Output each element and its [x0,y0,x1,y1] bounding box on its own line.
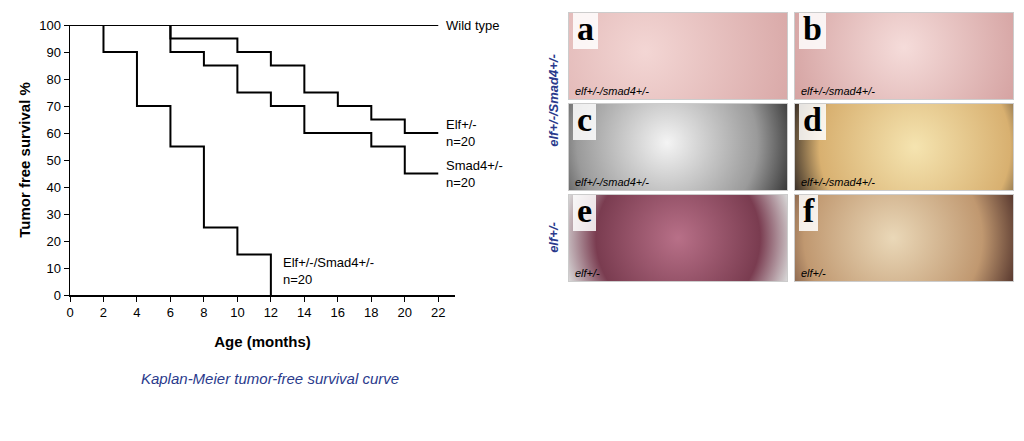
svg-text:Wild type: Wild type [446,18,499,33]
svg-text:2: 2 [100,305,107,320]
svg-text:Smad4+/-n=20: Smad4+/-n=20 [446,158,503,190]
svg-text:16: 16 [331,305,345,320]
svg-text:12: 12 [264,305,278,320]
svg-text:14: 14 [297,305,311,320]
svg-text:4: 4 [133,305,140,320]
svg-text:0: 0 [54,288,61,303]
svg-text:Age (months): Age (months) [214,333,311,350]
svg-text:20: 20 [398,305,412,320]
html-text:elf+/-/smad4+/-: elf+/-/smad4+/- [575,85,649,97]
svg-text:60: 60 [46,126,60,141]
svg-text:8: 8 [200,305,207,320]
svg-text:50: 50 [46,153,60,168]
svg-text:90: 90 [46,45,60,60]
svg-text:Tumor free survival %: Tumor free survival % [16,82,33,238]
svg-text:0: 0 [66,305,73,320]
svg-text:Elf+/-n=20: Elf+/-n=20 [446,117,477,149]
svg-text:20: 20 [46,234,60,249]
svg-text:10: 10 [230,305,244,320]
svg-text:30: 30 [46,207,60,222]
svg-text:40: 40 [46,180,60,195]
html-text:elf+/-: elf+/- [545,221,561,253]
html-text:elf+/-: elf+/- [801,267,826,279]
svg-text:80: 80 [46,72,60,87]
svg-text:100: 100 [39,18,61,33]
svg-text:Elf+/-/Smad4+/-n=20: Elf+/-/Smad4+/-n=20 [283,255,374,287]
svg-text:18: 18 [364,305,378,320]
svg-text:6: 6 [167,305,174,320]
svg-text:10: 10 [46,261,60,276]
svg-text:70: 70 [46,99,60,114]
html-text:elf+/-: elf+/- [575,267,600,279]
svg-text:22: 22 [431,305,445,320]
html-text:elf+/-/smad4+/-: elf+/-/smad4+/- [801,176,875,188]
html-text:elf+/-/smad4+/-: elf+/-/smad4+/- [575,176,649,188]
html-text:elf+/-/smad4+/-: elf+/-/smad4+/- [801,85,875,97]
html-text:Kaplan-Meier tumor-free surviv: Kaplan-Meier tumor-free survival curve [140,370,400,387]
html-text:elf+/-/Smad4+/-: elf+/-/Smad4+/- [545,53,561,147]
